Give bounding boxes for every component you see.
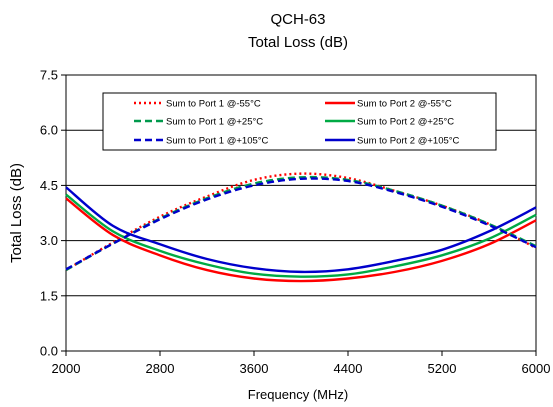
series-line-5 xyxy=(65,177,537,271)
x-axis-title: Frequency (MHz) xyxy=(248,387,348,402)
legend-label: Sum to Port 1 @+105°C xyxy=(166,136,269,147)
x-tick-label: 2800 xyxy=(146,361,175,376)
series-lines xyxy=(65,172,537,283)
series-line-2 xyxy=(65,197,537,283)
x-tick-label: 4400 xyxy=(334,361,363,376)
legend-label: Sum to Port 1 @-55°C xyxy=(166,99,261,110)
axis-ticks: 0.0 1.5 3.0 4.5 6.0 7.5 2000 2800 3600 4400 5200 60… xyxy=(40,68,551,377)
series-line-4 xyxy=(65,193,537,278)
chart-title: QCH-63 xyxy=(270,11,325,28)
x-tick-label: 6000 xyxy=(522,361,551,376)
legend-label: Sum to Port 1 @+25°C xyxy=(166,117,263,128)
legend-label: Sum to Port 2 @+25°C xyxy=(357,117,454,128)
legend-label: Sum to Port 2 @-55°C xyxy=(357,99,452,110)
x-tick-label: 5200 xyxy=(428,361,457,376)
y-tick-label: 6.0 xyxy=(40,123,58,138)
y-tick-label: 1.5 xyxy=(40,288,58,303)
y-tick-label: 7.5 xyxy=(40,68,58,83)
x-tick-label: 2000 xyxy=(52,361,81,376)
y-tick-label: 4.5 xyxy=(40,178,58,193)
y-tick-label: 0.0 xyxy=(40,344,58,359)
y-axis-title: Total Loss (dB) xyxy=(8,163,25,263)
legend-label: Sum to Port 2 @+105°C xyxy=(357,136,460,147)
series-line-6 xyxy=(65,186,537,274)
chart-subtitle: Total Loss (dB) xyxy=(248,34,348,51)
x-tick-label: 3600 xyxy=(240,361,269,376)
legend: Sum to Port 1 @-55°C Sum to Port 2 @-55°C… xyxy=(102,92,497,151)
y-tick-label: 3.0 xyxy=(40,233,58,248)
legend-box xyxy=(102,92,497,151)
